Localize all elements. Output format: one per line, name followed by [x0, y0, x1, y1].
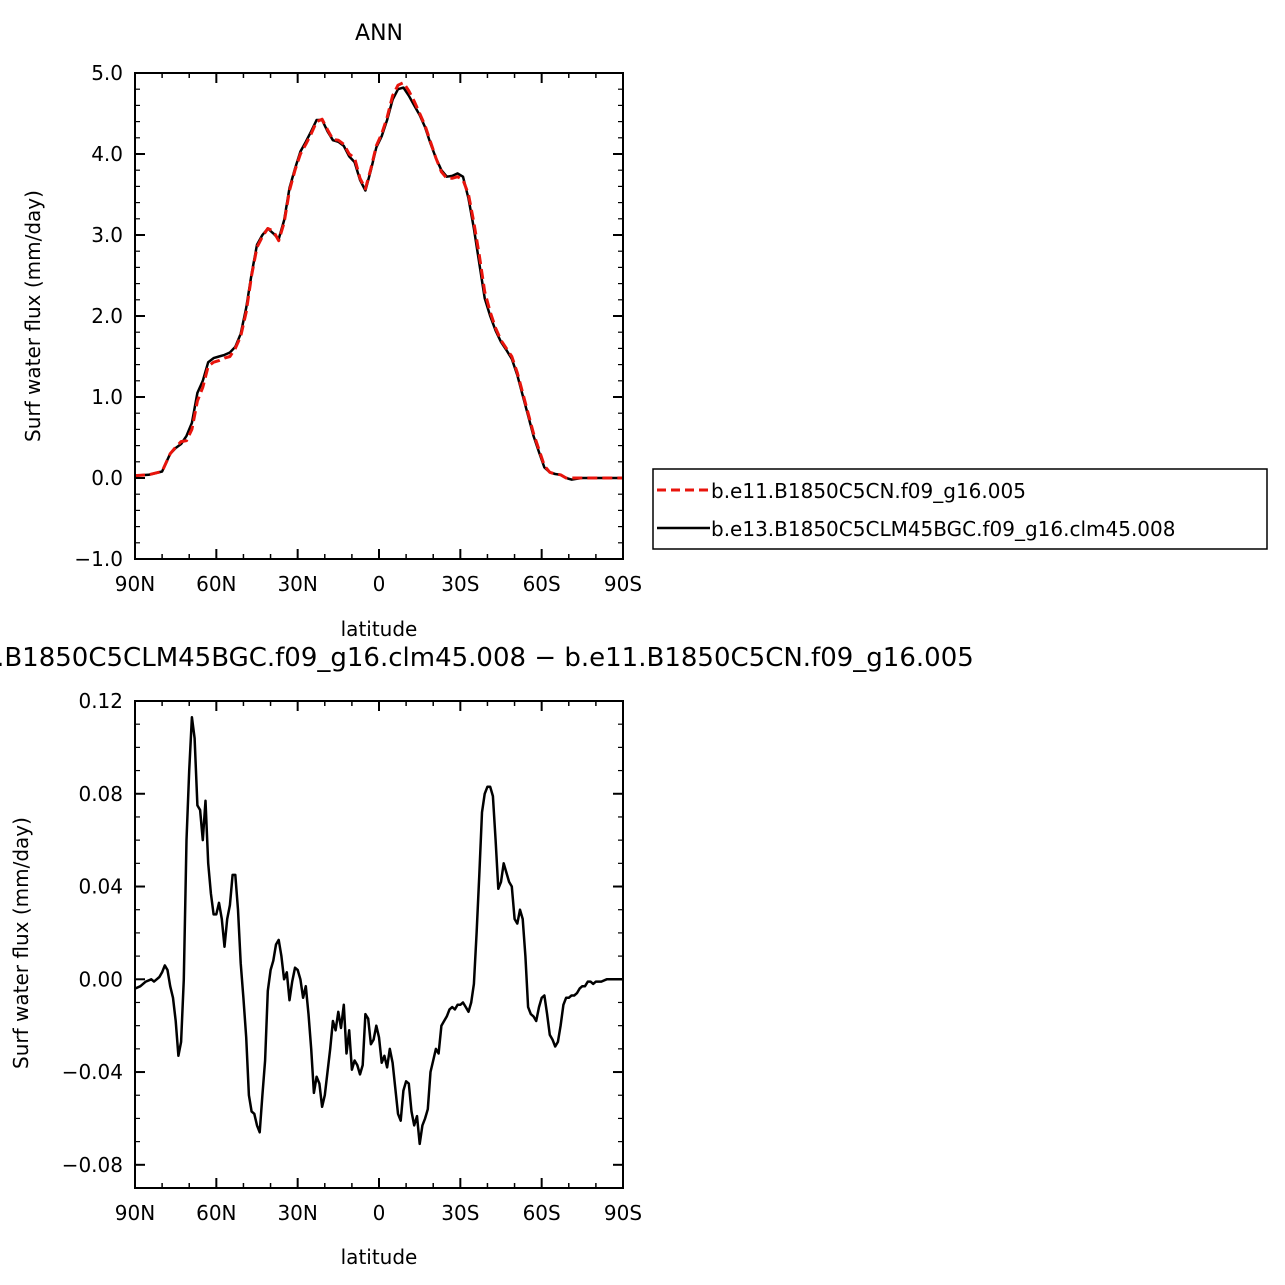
- x-tick-label: 30N: [277, 572, 317, 596]
- y-tick-label: 0.00: [78, 967, 123, 991]
- x-tick-label: 90S: [604, 572, 642, 596]
- y-tick-label: 3.0: [91, 223, 123, 247]
- series-group-bottom: [134, 715, 623, 1146]
- y-tick-label: 0.0: [91, 466, 123, 490]
- axes-ticks: 90N 60N 30N 0 30S 60S 90S −1.0 0.0 1.0 2.0 3.0 4.0 5.…: [74, 61, 642, 596]
- legend-entry-1: b.e11.B1850C5CN.f09_g16.005: [711, 479, 1026, 503]
- y-tick-label: −0.08: [62, 1153, 123, 1177]
- x-axis-label: latitude: [341, 617, 418, 641]
- x-tick-label: 30S: [441, 572, 479, 596]
- y-tick-label: 2.0: [91, 304, 123, 328]
- x-tick-label: 30S: [441, 1201, 479, 1225]
- plot-frame-bottom: [134, 700, 624, 1189]
- legend-box: [652, 468, 1268, 550]
- y-tick-label: 4.0: [91, 142, 123, 166]
- x-axis-label-bottom: latitude: [341, 1245, 418, 1269]
- y-axis-label-bottom: Surf water flux (mm/day): [9, 817, 33, 1069]
- x-tick-label: 30N: [277, 1201, 317, 1225]
- legend: b.e11.B1850C5CN.f09_g16.005 b.e13.B1850C…: [652, 468, 1268, 550]
- x-tick-label: 0: [373, 572, 386, 596]
- x-tick-label: 60S: [523, 572, 561, 596]
- x-tick-label: 0: [373, 1201, 386, 1225]
- chart-title: ANN: [355, 21, 403, 46]
- x-tick-label: 60N: [196, 1201, 236, 1225]
- y-tick-label: −0.04: [62, 1060, 123, 1084]
- panel-top: ANN Surf water flux (mm/day) latitude 90…: [21, 21, 642, 641]
- plot-frame: [134, 72, 624, 560]
- x-tick-label: 90N: [115, 572, 155, 596]
- y-tick-label: 5.0: [91, 61, 123, 85]
- x-tick-label: 90N: [115, 1201, 155, 1225]
- y-tick-label: 0.12: [78, 689, 123, 713]
- y-tick-label: 0.04: [78, 875, 123, 899]
- axes-ticks-bottom: 90N 60N 30N 0 30S 60S 90S −0.08 −0.04 0.00 0.04 0.0…: [62, 689, 642, 1225]
- difference-title: b.e13.B1850C5CLM45BGC.f09_g16.clm45.008 …: [0, 643, 974, 673]
- series-line-2: [134, 86, 623, 481]
- series-line-1: [134, 715, 623, 1146]
- y-axis-label: Surf water flux (mm/day): [21, 190, 45, 442]
- x-tick-label: 60S: [523, 1201, 561, 1225]
- series-line-1: [134, 81, 623, 480]
- y-tick-label: 1.0: [91, 385, 123, 409]
- y-tick-label: −1.0: [74, 547, 123, 571]
- x-tick-label: 60N: [196, 572, 236, 596]
- series-group: [134, 81, 623, 481]
- x-tick-label: 90S: [604, 1201, 642, 1225]
- y-tick-label: 0.08: [78, 782, 123, 806]
- legend-entry-2: b.e13.B1850C5CLM45BGC.f09_g16.clm45.008: [711, 517, 1175, 541]
- panel-bottom: b.e13.B1850C5CLM45BGC.f09_g16.clm45.008 …: [0, 643, 974, 1269]
